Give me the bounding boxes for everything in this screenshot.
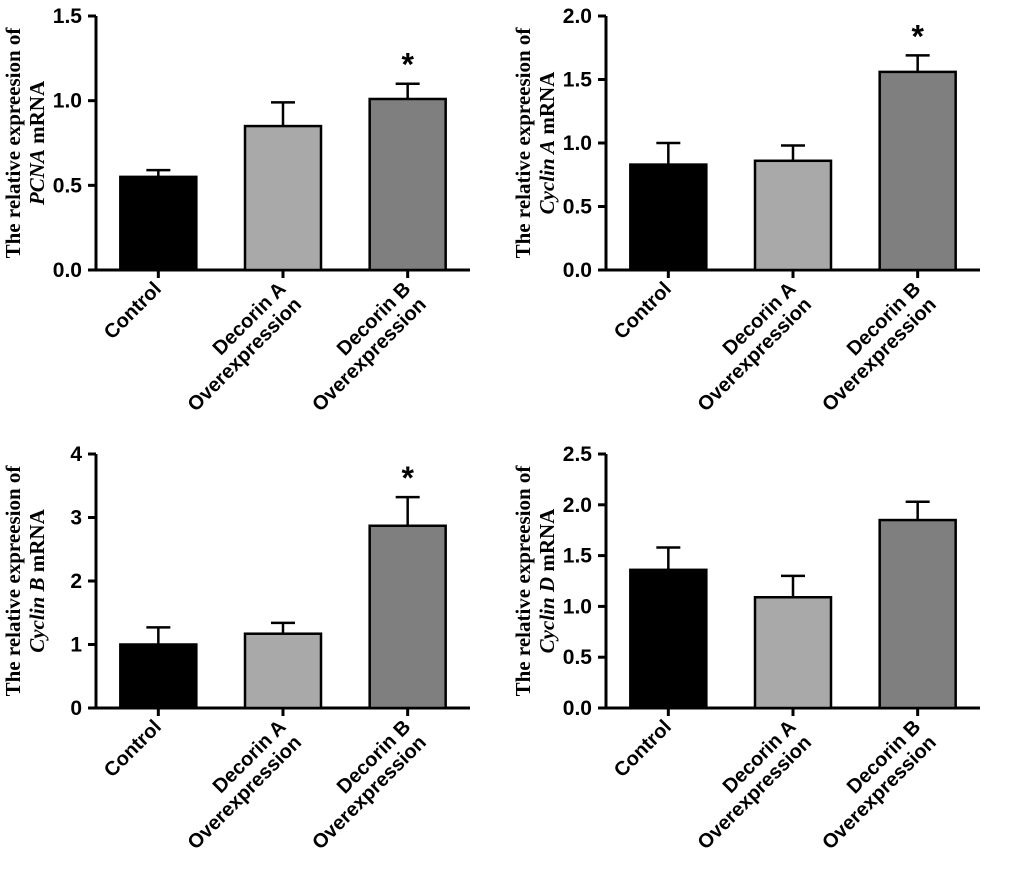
x-axis-label: Control (100, 716, 166, 782)
bar-decorin-b-overexpression (368, 97, 447, 272)
bar-control (629, 163, 708, 272)
x-axis-label: Decorin BOverexpression (803, 278, 941, 416)
y-tick-label: 0.5 (563, 646, 593, 669)
bar-decorin-b-overexpression (368, 524, 447, 710)
chart-cell-bottom-left: The relative expreesion ofCyclin B mRNA 0… (0, 438, 510, 876)
bar-decorin-a-overexpression (753, 159, 833, 272)
significance-asterisk: * (401, 47, 414, 83)
y-tick-label: 1 (70, 634, 82, 657)
y-tick-label: 0.5 (563, 196, 593, 219)
x-axis-label: Decorin BOverexpression (293, 716, 431, 854)
x-axis-label: Decorin AOverexpression (168, 278, 306, 416)
y-tick-label: 1.0 (563, 132, 592, 155)
y-tick-label: 4 (70, 443, 82, 466)
y-tick-label: 2.5 (563, 443, 593, 466)
y-tick-label: 2.0 (563, 5, 592, 28)
chart-cyclin-d: The relative expreesion ofCyclin D mRNA0… (511, 443, 980, 854)
x-axis-label: Decorin BOverexpression (803, 716, 941, 854)
chart-cyclin-a: The relative expreesion ofCyclin A mRNA0… (511, 5, 980, 416)
chart-cyclin-b: The relative expreesion ofCyclin B mRNA 0… (1, 443, 470, 854)
chart-cell-bottom-right: The relative expreesion ofCyclin D mRNA 0… (510, 438, 1020, 876)
y-tick-label: 1.0 (53, 90, 82, 113)
chart-cell-top-right: The relative expreesion ofCyclin A mRNA 0… (510, 0, 1020, 438)
y-tick-label: 0.0 (563, 259, 592, 282)
y-tick-label: 1.5 (563, 69, 593, 92)
x-axis-label: Decorin AOverexpression (168, 716, 306, 854)
bar-control (629, 568, 708, 710)
bar-control (119, 643, 198, 710)
y-tick-label: 3 (70, 507, 82, 530)
significance-asterisk: * (911, 18, 924, 54)
y-tick-label: 2 (70, 570, 82, 593)
y-tick-label: 2.0 (563, 494, 592, 517)
bar-decorin-a-overexpression (243, 124, 323, 272)
x-axis-label: Decorin AOverexpression (678, 716, 816, 854)
x-axis-label: Decorin AOverexpression (678, 278, 816, 416)
y-axis-title: The relative expreesion ofCyclin B mRNA (1, 465, 49, 697)
x-axis-label: Control (610, 278, 676, 344)
x-axis-label: Control (610, 716, 676, 782)
y-tick-label: 1.5 (563, 545, 593, 568)
y-axis-title: The relative expreesion ofCyclin D mRNA (511, 465, 559, 697)
y-axis-title: The relative expreesion ofCyclin A mRNA (511, 27, 559, 259)
y-tick-label: 1.5 (53, 5, 83, 28)
y-tick-label: 0.0 (53, 259, 82, 282)
bar-control (119, 175, 198, 272)
bar-decorin-a-overexpression (753, 596, 833, 710)
x-axis-label: Decorin BOverexpression (293, 278, 431, 416)
significance-asterisk: * (401, 460, 414, 496)
y-tick-label: 0 (70, 697, 82, 720)
bar-decorin-b-overexpression (878, 70, 957, 272)
y-tick-label: 1.0 (563, 595, 592, 618)
bar-decorin-a-overexpression (243, 632, 323, 710)
y-axis-title: The relative expreesion ofPCNA mRNA (1, 27, 49, 259)
y-tick-label: 0.5 (53, 174, 83, 197)
bar-decorin-b-overexpression (878, 518, 957, 710)
x-axis-label: Control (100, 278, 166, 344)
y-tick-label: 0.0 (563, 697, 592, 720)
chart-cell-top-left: The relative expreesion ofPCNA mRNA 0.0 0.… (0, 0, 510, 438)
